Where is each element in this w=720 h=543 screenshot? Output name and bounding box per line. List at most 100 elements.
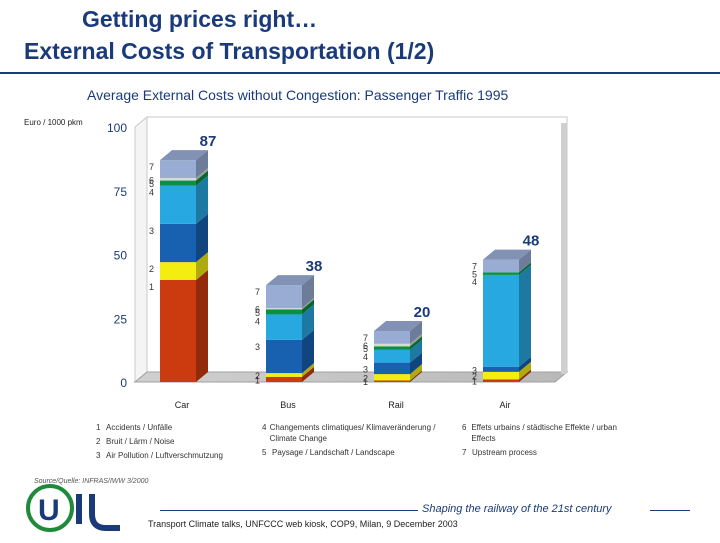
legend-item-text: Bruit / Lärm / Noise xyxy=(106,437,175,446)
legend-item: 5 Paysage / Landschaft / Landscape xyxy=(262,447,442,458)
bar-segment-bus-7 xyxy=(266,285,302,309)
legend-item: 7 Upstream process xyxy=(462,447,632,458)
bar-side-segment xyxy=(196,170,208,186)
bar-segment-car-1 xyxy=(160,280,196,382)
segment-label: 4 xyxy=(472,277,477,287)
segment-label: 7 xyxy=(472,262,477,272)
legend-item: 6 Effets urbains / städtische Effekte / u… xyxy=(462,422,632,444)
segment-label: 2 xyxy=(472,372,477,382)
segment-label: 3 xyxy=(363,364,368,374)
x-tick-label: Bus xyxy=(280,400,296,410)
legend-column-3: 6 Effets urbains / städtische Effekte / u… xyxy=(462,422,632,461)
stacked-bar-chart: Average External Costs without Congestio… xyxy=(24,87,569,410)
bar-side-segment xyxy=(519,361,531,380)
bar-segment-air-4 xyxy=(483,274,519,367)
legend-column-1: 1 Accidents / Unfälle 2 Bruit / Lärm / Nois… xyxy=(96,422,223,464)
bar-side-segment xyxy=(302,329,314,374)
bar-side-segment xyxy=(302,298,314,310)
bar-side-segment xyxy=(302,363,314,377)
segment-label: 1 xyxy=(149,282,154,292)
bar-side-segment xyxy=(519,356,531,372)
y-tick-label: 25 xyxy=(114,312,128,326)
bar-segment-air-2 xyxy=(483,371,519,380)
legend-item-number: 4 xyxy=(262,423,267,432)
bar-segment-air-1 xyxy=(483,379,519,382)
segment-label: 3 xyxy=(149,226,154,236)
segment-label: 1 xyxy=(363,377,368,387)
legend-item: 2 Bruit / Lärm / Noise xyxy=(96,436,223,447)
bar-segment-car-3 xyxy=(160,223,196,263)
bar-top xyxy=(483,249,531,260)
segment-label: 4 xyxy=(363,352,368,362)
segment-label: 7 xyxy=(363,333,368,343)
y-tick-label: 50 xyxy=(114,249,128,263)
bar-segment-rail-7 xyxy=(374,331,410,344)
bar-segment-bus-1 xyxy=(266,376,302,382)
bar-top xyxy=(374,321,422,331)
bar-side-segment xyxy=(410,364,422,381)
bar-side-segment xyxy=(196,213,208,263)
tagline-rule-left xyxy=(160,510,418,511)
segment-label: 5 xyxy=(363,344,368,354)
bar-side-segment xyxy=(410,339,422,363)
y-axis-label: Euro / 1000 pkm xyxy=(24,118,83,127)
bar-side-segment xyxy=(196,150,208,178)
bar-segment-car-5 xyxy=(160,180,196,186)
legend-item-text: Accidents / Unfälle xyxy=(106,423,173,432)
legend-item-text: Changements climatiques/ Klimaveränderun… xyxy=(269,423,436,443)
bar-segment-rail-1 xyxy=(374,380,410,382)
plot-shadow xyxy=(561,123,567,374)
bar-segment-rail-4 xyxy=(374,349,410,363)
legend-item-number: 3 xyxy=(96,451,101,460)
uic-logo: U xyxy=(22,478,152,543)
bar-side-segment xyxy=(519,369,531,382)
tagline-rule-right xyxy=(650,510,690,511)
segment-label: 6 xyxy=(255,305,260,315)
total-label-rail: 20 xyxy=(414,304,431,321)
segment-label: 3 xyxy=(472,365,477,375)
bar-segment-bus-2 xyxy=(266,373,302,377)
segment-label: 4 xyxy=(255,316,260,326)
bar-side-segment xyxy=(196,252,208,280)
segment-label: 7 xyxy=(255,287,260,297)
legend-item-text: Air Pollution / Luftverschmutzung xyxy=(106,451,223,460)
segment-label: 2 xyxy=(363,373,368,383)
bar-side-segment xyxy=(410,336,422,350)
legend-column-2: 4 Changements climatiques/ Klimaveränderu… xyxy=(262,422,442,461)
legend-item-number: 7 xyxy=(462,448,467,457)
bar-side-segment xyxy=(410,333,422,347)
bar-segment-bus-3 xyxy=(266,339,302,374)
legend-item: 4 Changements climatiques/ Klimaveränderu… xyxy=(262,422,442,444)
chart-title: Average External Costs without Congestio… xyxy=(87,87,508,103)
bar-side-segment xyxy=(410,352,422,375)
svg-text:U: U xyxy=(38,494,60,527)
segment-label: 3 xyxy=(255,342,260,352)
segment-label: 1 xyxy=(472,377,477,387)
legend-item-number: 2 xyxy=(96,437,101,446)
bar-top xyxy=(160,150,208,161)
legend-item-number: 6 xyxy=(462,423,467,432)
footer-text: Transport Climate talks, UNFCCC web kios… xyxy=(148,519,458,529)
legend-item-text: Paysage / Landschaft / Landscape xyxy=(272,448,395,457)
total-label-car: 87 xyxy=(200,133,217,150)
bar-segment-air-3 xyxy=(483,366,519,372)
bar-side-segment xyxy=(302,304,314,340)
segment-label: 5 xyxy=(472,270,477,280)
bar-segment-air-7 xyxy=(483,259,519,273)
x-tick-label: Air xyxy=(500,400,511,410)
bar-side-segment xyxy=(410,370,422,382)
bar-segment-car-4 xyxy=(160,185,196,224)
bar-side-segment xyxy=(302,275,314,309)
y-tick-label: 75 xyxy=(114,185,128,199)
bar-segment-bus-6 xyxy=(266,308,302,310)
source-note: Source/Quelle: INFRAS/IWW 3/2000 xyxy=(34,478,149,485)
x-tick-label: Rail xyxy=(388,400,404,410)
slide-title-line2: External Costs of Transportation (1/2) xyxy=(24,38,435,64)
bar-top xyxy=(266,275,314,286)
legend-item-text: Effets urbains / städtische Effekte / ur… xyxy=(471,423,617,443)
plot-side-wall xyxy=(134,115,148,384)
bar-segment-bus-5 xyxy=(266,309,302,315)
total-label-air: 48 xyxy=(523,233,540,250)
bar-segment-car-2 xyxy=(160,262,196,280)
segment-label: 4 xyxy=(149,188,154,198)
